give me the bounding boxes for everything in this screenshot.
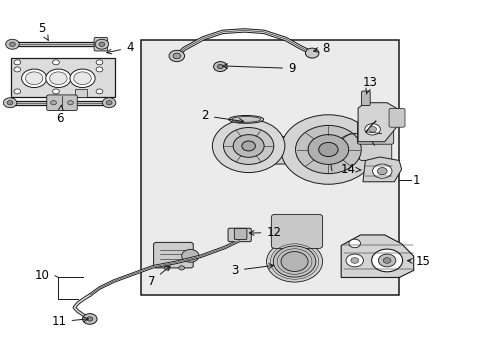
FancyBboxPatch shape bbox=[388, 108, 404, 127]
Circle shape bbox=[25, 72, 43, 85]
Circle shape bbox=[96, 89, 102, 94]
Text: 15: 15 bbox=[407, 255, 430, 268]
Circle shape bbox=[67, 100, 73, 105]
Circle shape bbox=[14, 67, 20, 72]
FancyBboxPatch shape bbox=[244, 136, 334, 164]
Circle shape bbox=[6, 39, 19, 49]
Circle shape bbox=[46, 69, 71, 87]
Circle shape bbox=[372, 164, 391, 178]
Circle shape bbox=[173, 53, 180, 59]
Circle shape bbox=[266, 241, 322, 282]
Circle shape bbox=[295, 125, 361, 174]
Circle shape bbox=[99, 42, 104, 46]
Text: 9: 9 bbox=[223, 62, 295, 75]
Circle shape bbox=[281, 252, 307, 271]
Circle shape bbox=[217, 64, 223, 69]
FancyBboxPatch shape bbox=[234, 229, 246, 239]
FancyBboxPatch shape bbox=[94, 37, 107, 51]
Circle shape bbox=[368, 126, 376, 132]
FancyBboxPatch shape bbox=[357, 121, 393, 144]
Circle shape bbox=[96, 60, 102, 65]
Circle shape bbox=[53, 60, 59, 65]
Text: 5: 5 bbox=[38, 22, 48, 40]
Text: 12: 12 bbox=[249, 226, 281, 239]
Polygon shape bbox=[362, 157, 401, 182]
FancyBboxPatch shape bbox=[153, 242, 193, 268]
Circle shape bbox=[234, 232, 244, 239]
Circle shape bbox=[179, 266, 184, 270]
Circle shape bbox=[14, 60, 20, 65]
Text: 7: 7 bbox=[148, 266, 170, 288]
Circle shape bbox=[164, 266, 170, 270]
Circle shape bbox=[102, 98, 116, 108]
FancyBboxPatch shape bbox=[47, 95, 77, 111]
Circle shape bbox=[96, 67, 102, 72]
Polygon shape bbox=[341, 235, 413, 278]
Circle shape bbox=[51, 100, 56, 105]
Circle shape bbox=[3, 98, 17, 108]
Circle shape bbox=[383, 258, 390, 263]
Circle shape bbox=[213, 62, 226, 72]
FancyBboxPatch shape bbox=[359, 123, 391, 161]
Circle shape bbox=[10, 42, 15, 46]
Circle shape bbox=[273, 246, 315, 277]
FancyBboxPatch shape bbox=[140, 40, 398, 295]
Circle shape bbox=[350, 258, 358, 263]
Circle shape bbox=[181, 249, 199, 262]
FancyBboxPatch shape bbox=[227, 228, 251, 242]
Circle shape bbox=[242, 141, 255, 151]
Ellipse shape bbox=[231, 117, 260, 122]
Circle shape bbox=[212, 120, 285, 172]
Circle shape bbox=[74, 72, 91, 85]
Bar bbox=[75, 89, 87, 97]
Circle shape bbox=[106, 100, 112, 105]
Text: 4: 4 bbox=[106, 41, 133, 54]
Circle shape bbox=[82, 314, 97, 324]
Circle shape bbox=[87, 317, 93, 321]
Circle shape bbox=[371, 249, 402, 272]
Circle shape bbox=[281, 115, 375, 184]
Text: 10: 10 bbox=[34, 269, 49, 282]
FancyBboxPatch shape bbox=[271, 215, 322, 248]
Circle shape bbox=[305, 48, 318, 58]
Polygon shape bbox=[357, 103, 398, 142]
Circle shape bbox=[70, 69, 95, 87]
Circle shape bbox=[233, 135, 264, 157]
FancyBboxPatch shape bbox=[361, 91, 369, 105]
Circle shape bbox=[378, 254, 395, 267]
Circle shape bbox=[318, 143, 337, 157]
FancyBboxPatch shape bbox=[11, 58, 115, 97]
Text: 14: 14 bbox=[340, 163, 361, 176]
Circle shape bbox=[348, 239, 360, 248]
Circle shape bbox=[21, 69, 47, 87]
Circle shape bbox=[377, 168, 386, 175]
Circle shape bbox=[307, 135, 348, 165]
Circle shape bbox=[169, 50, 184, 62]
Text: 1: 1 bbox=[412, 174, 419, 186]
Text: 2: 2 bbox=[201, 109, 244, 123]
Circle shape bbox=[50, 72, 67, 85]
Text: 8: 8 bbox=[313, 42, 328, 55]
Ellipse shape bbox=[228, 116, 263, 123]
Circle shape bbox=[53, 89, 59, 94]
Text: 13: 13 bbox=[362, 76, 377, 94]
Text: 3: 3 bbox=[231, 264, 273, 277]
Circle shape bbox=[95, 39, 108, 49]
Text: 11: 11 bbox=[52, 315, 88, 328]
Circle shape bbox=[7, 100, 13, 105]
Circle shape bbox=[364, 123, 380, 135]
Circle shape bbox=[346, 254, 363, 267]
Circle shape bbox=[14, 89, 20, 94]
Circle shape bbox=[223, 127, 273, 165]
Text: 6: 6 bbox=[56, 105, 63, 125]
